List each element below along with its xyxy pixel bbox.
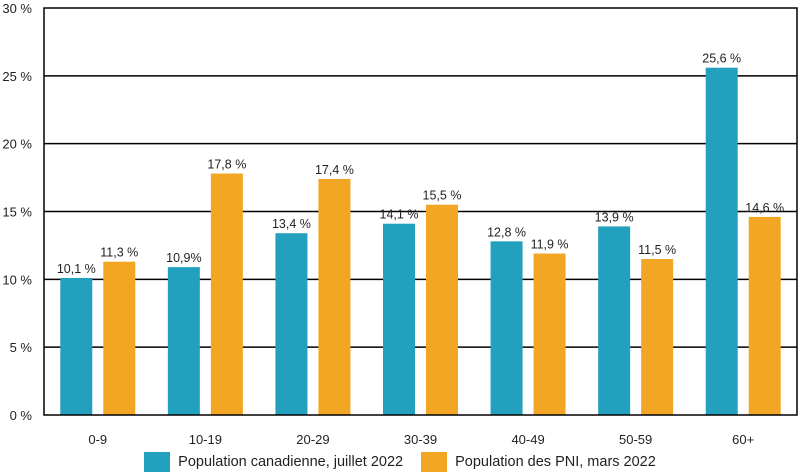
data-label-series-2: 17,8 % [207,158,246,172]
data-label-series-1: 25,6 % [702,52,741,66]
y-tick-label: 15 % [2,205,32,220]
legend-item-series-1: Population canadienne, juillet 2022 [144,451,404,472]
legend-swatch-series-2 [421,451,448,472]
x-tick-label: 10-19 [189,432,222,447]
x-tick-label: 30-39 [404,432,437,447]
gridlines [44,75,797,348]
bar-series-1 [275,233,308,415]
plot-border [43,7,798,416]
data-label-series-2: 11,3 % [100,246,138,260]
y-tick-label: 10 % [2,272,32,287]
legend-swatch-series-1 [144,451,171,472]
data-label-series-1: 10,1 % [57,262,96,276]
data-label-series-1: 14,1 % [380,208,419,222]
legend-label-series-2: Population des PNI, mars 2022 [455,453,656,470]
x-axis-ticks: 0-9 10-19 20-29 30-39 40-49 50-59 60+ [88,432,754,447]
data-label-series-1: 13,4 % [272,217,311,231]
data-label-series-1: 10,9% [166,251,201,265]
bar-series-1 [383,223,415,415]
bar-series-1 [598,226,631,415]
x-tick-label: 0-9 [88,432,107,447]
bar-series-1 [490,241,523,415]
data-label-series-2: 11,9 % [531,238,569,252]
bar-series-1 [705,67,738,416]
plot-frame [43,7,798,416]
y-tick-label: 25 % [2,69,32,84]
data-labels: 10,1 % 11,3 % 10,9% 17,8 % 13,4 % 17,4 % 14,1 … [57,52,784,276]
bar-series-1 [167,267,200,415]
data-label-series-2: 15,5 % [423,189,462,203]
legend-item-series-2: Population des PNI, mars 2022 [421,451,656,472]
bars [60,67,781,416]
bar-series-2 [426,204,458,415]
x-tick-label: 60+ [732,432,754,447]
bar-series-1 [60,277,93,415]
data-label-series-2: 14,6 % [745,201,784,215]
bar-series-2 [103,261,136,415]
bar-series-2 [533,253,566,415]
legend: Population canadienne, juillet 2022 Popu… [0,448,800,475]
y-axis-ticks: 0 % 5 % 10 % 15 % 20 % 25 % 30 % [2,1,32,423]
data-label-series-1: 12,8 % [487,225,526,239]
legend-label-series-1: Population canadienne, juillet 2022 [178,453,404,470]
data-label-series-2: 11,5 % [638,243,676,257]
bar-series-2 [318,178,351,415]
y-tick-label: 5 % [10,340,33,355]
y-tick-label: 30 % [2,1,32,16]
y-tick-label: 20 % [2,137,32,152]
bar-series-2 [210,173,243,415]
x-tick-label: 40-49 [511,432,544,447]
bar-series-2 [641,258,674,415]
data-label-series-1: 13,9 % [595,210,634,224]
data-label-series-2: 17,4 % [315,163,354,177]
x-tick-label: 20-29 [296,432,329,447]
y-tick-label: 0 % [10,408,33,423]
x-tick-label: 50-59 [619,432,652,447]
bar-series-2 [748,216,781,415]
